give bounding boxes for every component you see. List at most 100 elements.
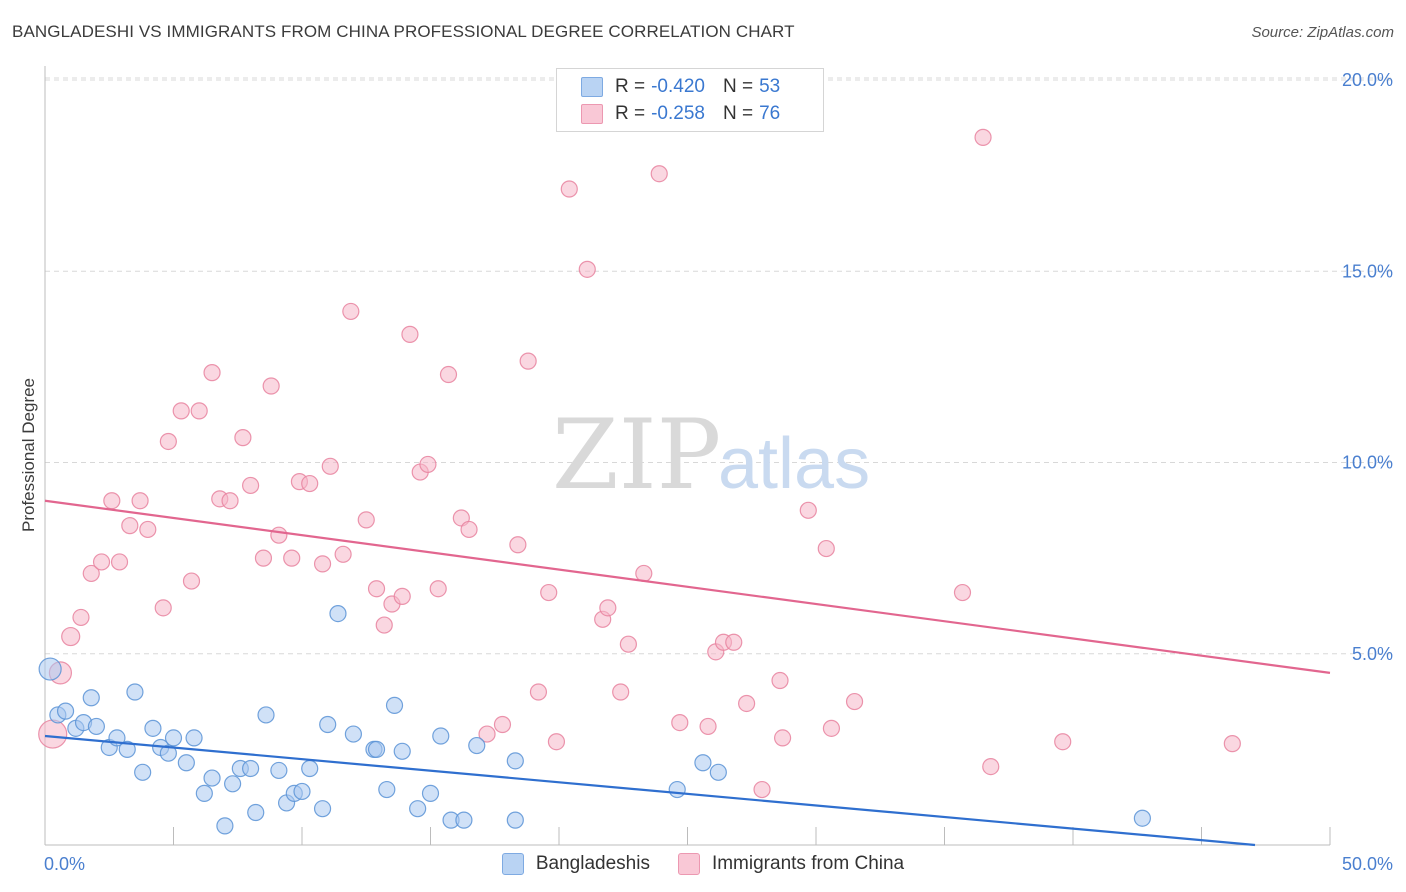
china-point	[953, 583, 972, 602]
bangladeshi-point	[313, 800, 332, 818]
china-point	[635, 564, 653, 583]
china-point	[334, 545, 352, 563]
bangladeshi-point	[393, 742, 411, 760]
legend-n-label: N =	[722, 76, 754, 97]
legend-r-label: R =	[615, 76, 646, 97]
bangladeshi-point	[203, 769, 221, 787]
legend-item-china[interactable]: Immigrants from China	[677, 853, 904, 875]
y-tick-label: 20.0%	[1342, 70, 1393, 90]
china-trend-line	[44, 499, 1331, 674]
bangladeshi-point	[385, 696, 404, 714]
bangladeshi-point	[455, 811, 473, 829]
china-point	[519, 352, 537, 370]
china-point	[321, 457, 339, 475]
china-point	[540, 583, 558, 602]
china-point	[509, 536, 527, 554]
china-point	[699, 717, 717, 736]
bangladeshi-point	[367, 740, 386, 758]
china-point	[182, 572, 201, 590]
bangladeshi-point	[118, 740, 136, 758]
china-point	[419, 455, 437, 474]
legend-swatch-pink	[581, 104, 603, 124]
bangladeshi-point	[185, 729, 203, 747]
axes-layer	[44, 66, 1331, 846]
china-point	[254, 549, 273, 567]
china-point	[313, 555, 332, 573]
legend-label-bangladeshis: Bangladeshis	[535, 853, 650, 874]
source-label: Source: ZipAtlas.com	[1251, 24, 1394, 41]
bangladeshi-point	[506, 752, 524, 770]
watermark: ZIP atlas	[552, 399, 870, 511]
china-point	[578, 260, 596, 278]
china-point	[92, 553, 111, 571]
china-point	[221, 492, 239, 510]
china-point	[845, 692, 864, 711]
bangladeshi-point	[409, 800, 427, 818]
china-point	[547, 733, 566, 751]
points-layer	[38, 128, 1241, 835]
legend-item-bangladeshis[interactable]: Bangladeshis	[501, 853, 650, 875]
china-point	[110, 553, 129, 571]
bangladeshi-point	[216, 817, 234, 835]
bangladeshi-point	[177, 754, 195, 772]
watermark-atlas: atlas	[718, 424, 870, 504]
bangladeshi-point	[301, 759, 319, 778]
bangladeshi-point	[134, 763, 152, 781]
china-point	[725, 633, 743, 651]
china-point	[529, 683, 548, 701]
legend-swatch-blue	[581, 77, 603, 97]
bangladeshi-point	[378, 780, 396, 799]
bangladeshi-point	[421, 784, 440, 802]
china-point	[61, 626, 81, 647]
china-point	[121, 517, 139, 535]
china-point	[139, 520, 157, 539]
bangladeshi-point	[195, 784, 213, 802]
y-tick-label: 10.0%	[1342, 453, 1393, 473]
legend-n-value: 53	[759, 76, 781, 97]
china-point	[367, 580, 386, 598]
bangladeshi-point	[224, 775, 242, 793]
china-point	[650, 165, 668, 183]
bangladeshi-point	[319, 715, 337, 734]
bangladeshi-point	[82, 689, 100, 707]
china-point	[393, 587, 411, 605]
legend-n-value: 76	[759, 103, 781, 124]
china-point	[401, 325, 419, 343]
china-point	[342, 302, 360, 321]
bangladeshi-point	[506, 811, 524, 829]
china-point	[460, 520, 478, 539]
bangladeshi-point	[159, 744, 177, 762]
china-point	[439, 365, 458, 384]
bangladeshi-point	[709, 763, 727, 781]
china-point	[738, 694, 756, 713]
china-point	[270, 526, 288, 544]
china-point	[612, 683, 630, 701]
china-point	[773, 729, 792, 747]
bangladeshi-point	[1133, 809, 1151, 827]
y-tick-label: 5.0%	[1352, 644, 1393, 664]
china-point	[203, 364, 221, 382]
grid-layer	[45, 77, 1392, 655]
legend-row-china: R = -0.258 N = 76	[581, 102, 780, 126]
bangladeshi-point	[293, 782, 311, 801]
china-point	[1054, 733, 1072, 751]
china-point	[72, 608, 90, 627]
bangladeshi-point	[56, 702, 75, 720]
china-point	[478, 725, 496, 743]
china-point	[103, 492, 121, 510]
china-point	[283, 549, 301, 567]
china-point	[974, 128, 992, 146]
bangladeshi-point	[144, 719, 162, 737]
china-point	[82, 564, 100, 583]
bangladeshi-point	[164, 729, 183, 747]
china-point	[172, 402, 190, 420]
china-point	[357, 511, 375, 529]
bangladeshi-point	[344, 725, 362, 743]
bangladeshi-point	[329, 604, 347, 623]
china-point	[159, 432, 177, 451]
bangladeshi-point	[87, 717, 106, 736]
china-point	[190, 402, 208, 420]
china-point	[262, 377, 280, 395]
china-point	[982, 757, 1000, 776]
bangladeshi-point	[668, 780, 686, 799]
